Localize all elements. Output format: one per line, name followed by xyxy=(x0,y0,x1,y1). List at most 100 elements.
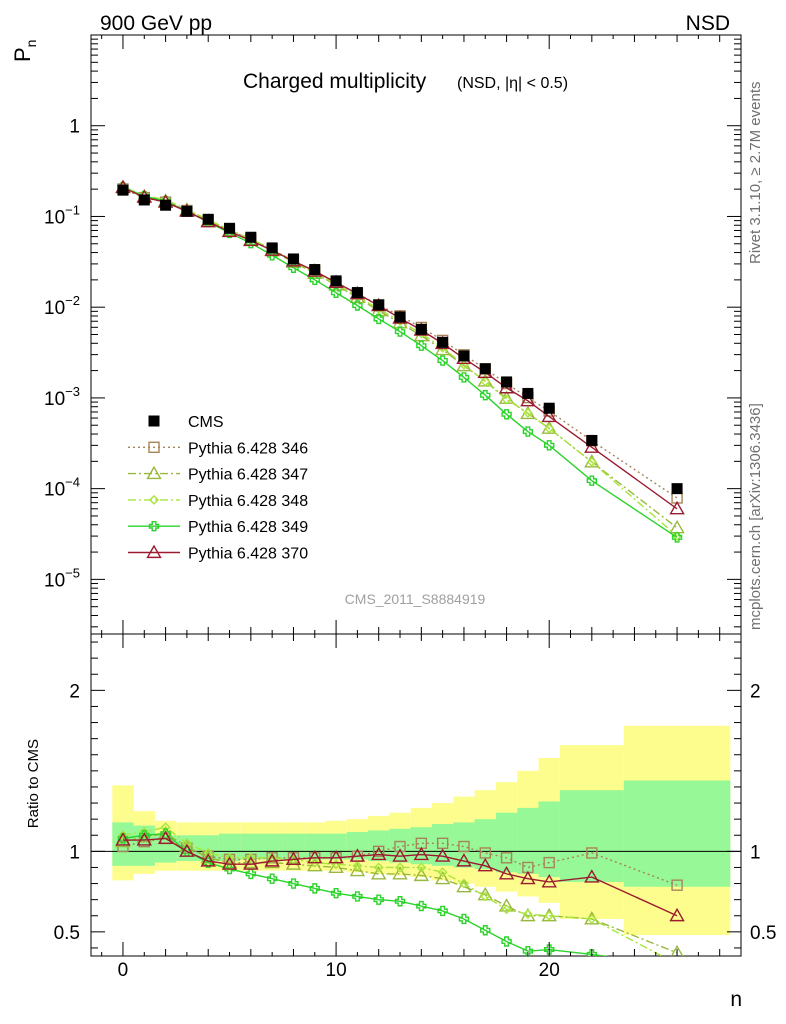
series-line-ratio xyxy=(122,832,610,956)
chart-title: Charged multiplicity xyxy=(243,70,427,93)
legend-marker xyxy=(146,544,162,559)
series-marker-ratio xyxy=(394,896,406,907)
ratio-series xyxy=(115,822,685,956)
series-marker-ratio xyxy=(266,873,278,884)
series-marker-ratio xyxy=(480,925,491,936)
series-marker-ratio xyxy=(392,865,408,880)
series-marker-ratio xyxy=(139,827,150,838)
series-marker-ratio xyxy=(584,869,600,883)
series-marker-ratio xyxy=(245,868,257,880)
series-marker-ratio xyxy=(671,879,683,891)
series-marker-ratio xyxy=(437,867,448,878)
series-marker-ratio xyxy=(243,854,259,869)
series-marker-ratio xyxy=(200,853,216,867)
legend-label: Pythia 6.428 348 xyxy=(188,493,308,510)
series-marker-top xyxy=(458,372,470,383)
series-marker-top xyxy=(480,376,491,387)
band-inner-bin xyxy=(112,822,134,866)
y-axis-label-top: Pn xyxy=(10,40,39,62)
series-marker-ratio xyxy=(179,843,195,857)
series-marker-ratio xyxy=(203,847,214,858)
data-point xyxy=(458,350,470,362)
series-marker-ratio xyxy=(437,905,448,917)
data-point xyxy=(394,311,406,323)
band-inner-bin xyxy=(453,822,475,868)
series-marker-ratio xyxy=(224,863,235,875)
legend-label: Pythia 6.428 346 xyxy=(188,440,308,457)
data-point xyxy=(160,199,172,211)
series-marker-ratio xyxy=(586,913,597,924)
legend-marker xyxy=(146,465,162,480)
series-marker-ratio xyxy=(285,851,302,865)
series-marker-ratio xyxy=(544,910,555,921)
series-marker-ratio xyxy=(285,856,302,870)
y-tick-label-top: 10−4 xyxy=(44,475,80,501)
legend-label: CMS xyxy=(188,414,224,431)
series-marker-ratio xyxy=(288,878,299,889)
y-tick-label-bottom: 1 xyxy=(69,842,80,863)
series-marker-ratio xyxy=(307,857,323,872)
series-marker-ratio xyxy=(500,852,513,864)
series-marker-ratio xyxy=(136,832,152,846)
series-marker-ratio xyxy=(115,832,131,846)
series-marker-top xyxy=(352,300,363,311)
series-marker-top xyxy=(541,408,557,423)
series-marker-ratio xyxy=(243,856,259,870)
band-inner-bin xyxy=(623,780,731,887)
series-marker-top xyxy=(416,340,427,351)
legend-marker xyxy=(148,441,160,453)
legend: CMS Pythia 6.428 346 Pythia 6.428 347 Pythi… xyxy=(128,414,308,563)
ratio-panel: Ratio to CMS xyxy=(25,633,742,957)
data-point xyxy=(373,299,385,311)
bottom-panel-frame xyxy=(90,633,742,957)
series-marker-top xyxy=(522,426,534,437)
series-marker-ratio xyxy=(245,852,256,863)
data-point xyxy=(245,231,257,243)
y-tick-label-bottom-right: 0.5 xyxy=(750,923,776,944)
series-marker-ratio xyxy=(309,883,320,894)
band-inner-bin xyxy=(559,790,624,882)
data-point xyxy=(437,336,449,348)
band-inner-bin xyxy=(517,807,539,874)
series-marker-ratio xyxy=(501,936,512,947)
legend-label: Pythia 6.428 349 xyxy=(188,519,308,536)
series-marker-ratio xyxy=(160,828,171,839)
series-marker-top xyxy=(330,287,342,298)
y-tick-label-bottom: 2 xyxy=(69,681,80,702)
data-point xyxy=(351,287,363,299)
series-marker-top xyxy=(501,409,512,420)
band-inner-bin xyxy=(474,819,496,870)
series-marker-ratio xyxy=(264,853,280,867)
legend-marker xyxy=(148,415,160,427)
series-marker-ratio xyxy=(349,848,366,862)
series-marker-ratio xyxy=(520,870,536,885)
series-marker-ratio xyxy=(221,854,238,869)
series-marker-ratio xyxy=(307,849,323,864)
series-marker-top xyxy=(669,500,685,515)
chart-subtitle: (NSD, |η| < 0.5) xyxy=(457,75,568,92)
data-point xyxy=(543,402,555,414)
series-marker-ratio xyxy=(586,847,598,859)
series-marker-ratio xyxy=(541,874,557,888)
y-axis-label-bottom: Ratio to CMS xyxy=(25,739,42,828)
series-marker-ratio xyxy=(370,865,387,880)
series-marker-ratio xyxy=(413,846,430,861)
series-marker-ratio xyxy=(330,888,342,899)
legend-marker xyxy=(149,494,159,505)
band-inner-bin xyxy=(304,833,326,860)
data-point xyxy=(138,194,150,206)
series-marker-ratio xyxy=(328,849,344,864)
series-marker-ratio xyxy=(543,944,555,955)
series-marker-ratio xyxy=(522,909,533,920)
series-marker-ratio xyxy=(373,862,384,873)
series-marker-top xyxy=(373,313,384,325)
series-marker-ratio xyxy=(669,907,685,922)
series-marker-ratio xyxy=(309,857,320,868)
data-point xyxy=(309,264,321,276)
series-marker-ratio xyxy=(373,845,385,858)
data-point xyxy=(586,434,598,446)
series-marker-ratio xyxy=(395,862,406,873)
rivet-label: Rivet 3.1.10, ≥ 2.7M events xyxy=(747,82,764,265)
y-tick-label-bottom-right: 2 xyxy=(750,681,761,702)
series-marker-ratio xyxy=(522,945,534,956)
